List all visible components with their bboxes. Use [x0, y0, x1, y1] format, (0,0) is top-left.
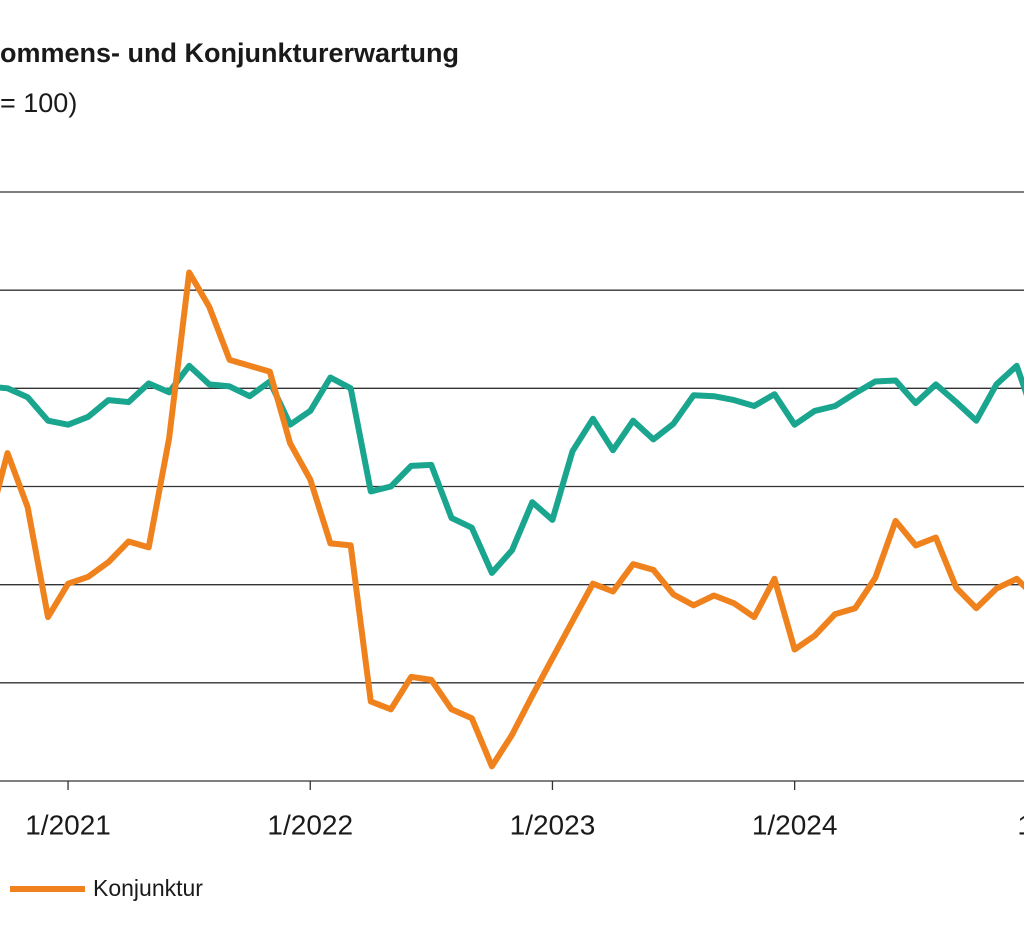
x-tick-label: 1/2021 — [25, 809, 111, 840]
x-tick-label: 1/2022 — [267, 809, 353, 840]
series-line — [0, 269, 1024, 770]
x-tick-label: 1/2024 — [752, 809, 838, 840]
chart-title: ommens- und Konjunkturerwartung — [0, 38, 459, 68]
x-tick-label: 1/2 — [1017, 809, 1024, 840]
legend-label: Konjunktur — [93, 875, 203, 901]
x-tick-label: 1/2023 — [510, 809, 596, 840]
chart-subtitle: = 100) — [0, 88, 77, 118]
series-line — [0, 362, 1024, 576]
